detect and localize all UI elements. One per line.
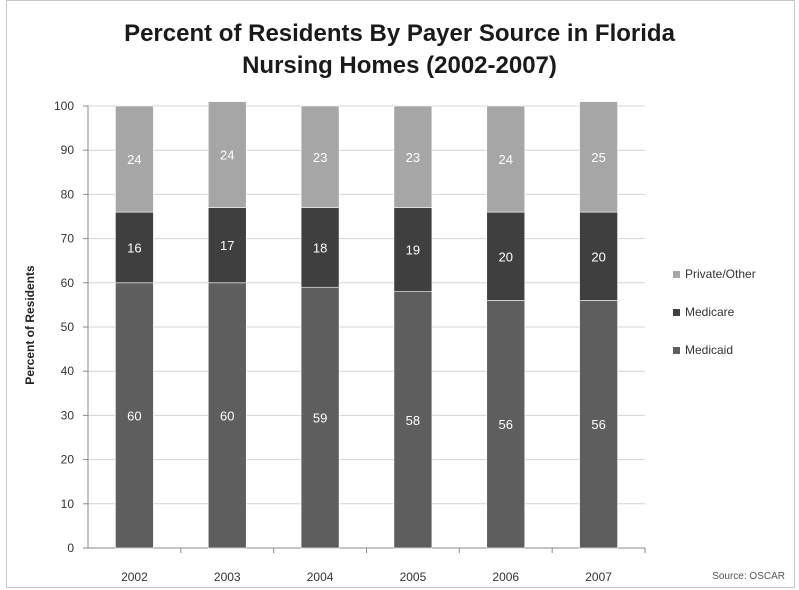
- bar-private-other-2003: [207, 101, 247, 208]
- bars: [115, 101, 618, 549]
- y-tick-label: 10: [61, 497, 75, 511]
- chart-title-line-2: Nursing Homes (2002-2007): [242, 52, 557, 79]
- legend-label-private-other: Private/Other: [685, 267, 756, 281]
- data-label-private-other-2003: 24: [220, 148, 234, 163]
- x-tick-label: 2002: [121, 570, 148, 584]
- data-labels: 60 16 24 60 17 24 59 18 23 58 19 23 56 20 24 56 20 25: [127, 148, 606, 433]
- x-tick-label: 2006: [492, 570, 519, 584]
- data-label-medicare-2006: 20: [499, 249, 513, 264]
- x-tick-label: 2004: [307, 570, 334, 584]
- chart-title: Percent of Residents By Payer Source in …: [0, 18, 799, 82]
- y-tick-label: 40: [61, 364, 75, 378]
- data-label-medicaid-2004: 59: [313, 411, 327, 426]
- data-label-private-other-2004: 23: [313, 150, 327, 165]
- legend-swatch-medicaid: [673, 347, 680, 354]
- y-tick-label: 100: [54, 99, 74, 113]
- bar-medicare-2006: [486, 211, 526, 301]
- data-label-medicare-2005: 19: [406, 243, 420, 258]
- data-label-medicaid-2003: 60: [220, 408, 234, 423]
- y-tick-label: 20: [61, 453, 75, 467]
- y-tick-label: 90: [61, 143, 75, 157]
- legend: Private/Other Medicare Medicaid: [673, 267, 756, 357]
- grid-lines: [88, 105, 645, 505]
- axes: 0 10 20 30 40 50 60 70 80 90 100 2002 2003 2004 2005 20…: [54, 99, 646, 584]
- y-tick-label: 80: [61, 187, 75, 201]
- bar-medicaid-2005: [393, 291, 433, 549]
- y-axis-title: Percent of Residents: [23, 265, 37, 385]
- data-label-medicaid-2007: 56: [591, 417, 605, 432]
- legend-swatch-private-other: [673, 271, 680, 278]
- data-label-medicare-2002: 16: [127, 240, 141, 255]
- legend-label-medicare: Medicare: [685, 305, 735, 319]
- bar-private-other-2007: [579, 101, 618, 213]
- y-tick-label: 70: [61, 232, 75, 246]
- data-label-medicaid-2006: 56: [499, 417, 513, 432]
- data-label-private-other-2002: 24: [127, 152, 141, 167]
- bar-medicaid-2006: [486, 300, 526, 549]
- data-label-private-other-2006: 24: [499, 152, 513, 167]
- bar-medicare-2005: [393, 207, 433, 292]
- bar-private-other-2004: [300, 105, 340, 208]
- y-tick-label: 50: [61, 320, 75, 334]
- data-label-medicare-2004: 18: [313, 240, 327, 255]
- data-label-medicaid-2005: 58: [406, 413, 420, 428]
- bar-private-other-2005: [393, 105, 433, 208]
- bar-medicare-2007: [579, 211, 618, 301]
- chart-title-line-1: Percent of Residents By Payer Source in …: [124, 20, 675, 47]
- bar-medicare-2004: [300, 207, 340, 288]
- bar-medicaid-2004: [300, 286, 340, 549]
- bar-medicaid-2007: [579, 300, 618, 549]
- data-label-private-other-2005: 23: [406, 150, 420, 165]
- data-label-medicaid-2002: 60: [127, 408, 141, 423]
- bar-medicaid-2003: [207, 282, 247, 549]
- y-tick-label: 30: [61, 408, 75, 422]
- data-label-medicare-2007: 20: [591, 249, 605, 264]
- legend-swatch-medicare: [673, 309, 680, 316]
- data-label-private-other-2007: 25: [591, 150, 605, 165]
- x-tick-label: 2003: [214, 570, 241, 584]
- y-tick-label: 60: [61, 276, 75, 290]
- legend-label-medicaid: Medicaid: [685, 343, 733, 357]
- source-note: Source: OSCAR: [712, 571, 785, 582]
- bar-private-other-2006: [486, 105, 526, 213]
- x-tick-label: 2007: [585, 570, 612, 584]
- x-tick-label: 2005: [400, 570, 427, 584]
- y-tick-label: 0: [67, 541, 74, 555]
- data-label-medicare-2003: 17: [220, 238, 234, 253]
- bar-private-other-2002: [115, 105, 154, 213]
